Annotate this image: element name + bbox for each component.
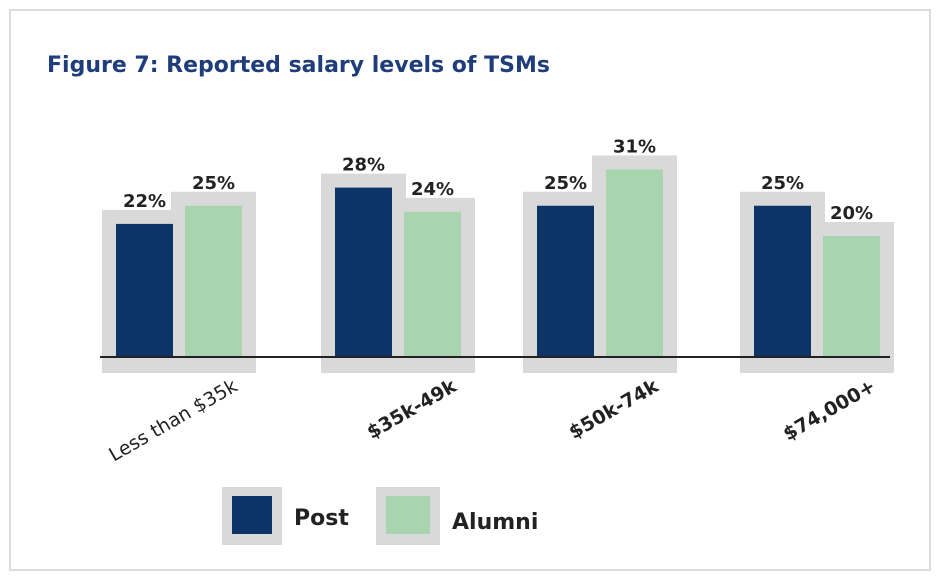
bar — [335, 187, 392, 357]
legend-label: Post — [294, 506, 349, 531]
bar — [185, 205, 242, 357]
value-label: 20% — [830, 203, 873, 224]
bar — [606, 169, 663, 357]
legend-swatch — [386, 496, 430, 534]
value-label: 28% — [342, 155, 385, 176]
legend-swatch — [232, 496, 272, 534]
value-label: 24% — [411, 179, 454, 200]
bar — [116, 223, 173, 357]
bar — [823, 236, 880, 357]
value-label: 25% — [544, 173, 587, 194]
value-label: 25% — [761, 173, 804, 194]
bar — [537, 205, 594, 357]
value-label: 22% — [123, 191, 166, 212]
bar — [404, 211, 461, 357]
value-label: 31% — [613, 136, 656, 157]
chart-title: Figure 7: Reported salary levels of TSMs — [47, 53, 550, 78]
bar — [754, 205, 811, 357]
legend-label: Alumni — [452, 510, 538, 535]
value-label: 25% — [192, 173, 235, 194]
